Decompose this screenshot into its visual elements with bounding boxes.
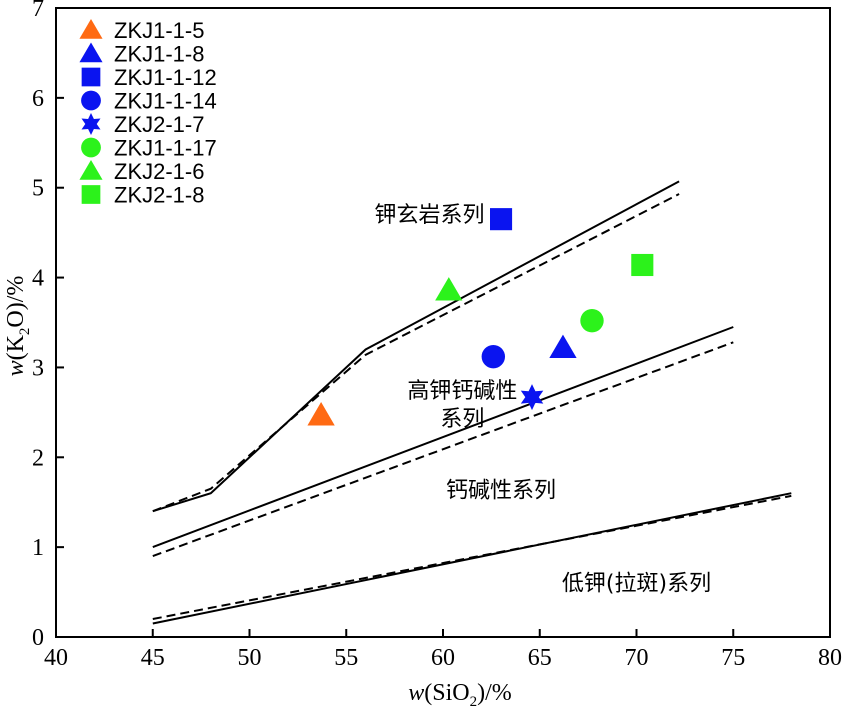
- legend-label: ZKJ2-1-8: [114, 183, 204, 208]
- y-tick-label: 0: [32, 625, 44, 651]
- data-point-zkj1-1-14: [481, 344, 506, 369]
- boundary-line-1-solid: [152, 180, 680, 513]
- legend-marker-zkj1-1-17: [81, 137, 101, 158]
- x-axis-title: w(SiO2)/%: [408, 680, 512, 709]
- data-point-zkj2-1-8: [631, 253, 654, 277]
- x-tick-label: 80: [818, 645, 842, 671]
- y-tick-label: 5: [32, 176, 44, 202]
- y-tick-label: 4: [32, 266, 44, 292]
- data-points: [307, 208, 654, 426]
- x-tick-label: 60: [431, 645, 455, 671]
- region-label-3: 钙碱性系列: [446, 479, 556, 504]
- legend-marker-zkj2-1-8: [81, 185, 101, 204]
- data-point-zkj2-1-6: [435, 277, 463, 301]
- series-boundaries: [152, 180, 792, 625]
- legend-label: ZKJ2-1-7: [114, 112, 204, 137]
- legend-marker-zkj1-1-8: [79, 42, 103, 63]
- legend-marker-zkj1-1-14: [81, 90, 101, 111]
- region-label-2: 高钾钙碱性: [407, 379, 517, 404]
- x-tick-label: 75: [721, 645, 745, 671]
- boundary-line-2-dashed: [152, 193, 680, 513]
- data-point-zkj1-1-12: [490, 208, 513, 231]
- region-label-4: 低钾(拉斑)系列: [562, 571, 711, 596]
- y-tick-label: 3: [32, 355, 44, 381]
- x-tick-label: 70: [625, 645, 649, 671]
- legend-label: ZKJ1-1-14: [114, 89, 217, 114]
- data-point-zkj2-1-7: [520, 384, 544, 411]
- legend-marker-zkj2-1-7: [81, 113, 101, 135]
- data-point-zkj1-1-17: [580, 309, 604, 333]
- region-label-2: 系列: [440, 407, 484, 432]
- y-tick-label: 2: [32, 445, 44, 471]
- legend-label: ZKJ1-1-12: [114, 65, 217, 90]
- legend-label: ZKJ2-1-6: [114, 159, 204, 184]
- legend-marker-zkj1-1-12: [81, 67, 101, 87]
- legend-label: ZKJ1-1-5: [114, 18, 204, 43]
- x-axis-ticks: 40 45 50 55 60 65 70 75 80: [44, 629, 842, 671]
- legend-marker-zkj1-1-5: [79, 19, 103, 39]
- boundary-line-4-dashed: [152, 341, 734, 558]
- y-axis-title: w(K2O)/%: [3, 276, 33, 377]
- x-tick-label: 45: [141, 645, 165, 671]
- legend-label: ZKJ1-1-8: [114, 42, 204, 67]
- y-axis-ticks: 0 1 2 3 4 5 6 7: [32, 0, 64, 651]
- x-tick-label: 65: [528, 645, 552, 671]
- x-tick-label: 50: [238, 645, 262, 671]
- y-tick-label: 6: [32, 86, 44, 112]
- legend-marker-zkj2-1-6: [79, 160, 103, 180]
- boundary-line-3-solid: [152, 326, 734, 549]
- x-tick-label: 40: [44, 645, 68, 671]
- legend-label: ZKJ1-1-17: [114, 136, 217, 161]
- x-tick-label: 55: [334, 645, 358, 671]
- legend: ZKJ1-1-5ZKJ1-1-8ZKJ1-1-12ZKJ1-1-14ZKJ2-1…: [79, 18, 217, 208]
- data-point-zkj1-1-8: [549, 334, 577, 359]
- y-tick-label: 1: [32, 535, 44, 561]
- region-label-1: 钾玄岩系列: [374, 203, 484, 228]
- y-tick-label: 7: [32, 0, 44, 22]
- boundary-line-6-dashed: [152, 494, 792, 620]
- data-point-zkj1-1-5: [307, 402, 335, 426]
